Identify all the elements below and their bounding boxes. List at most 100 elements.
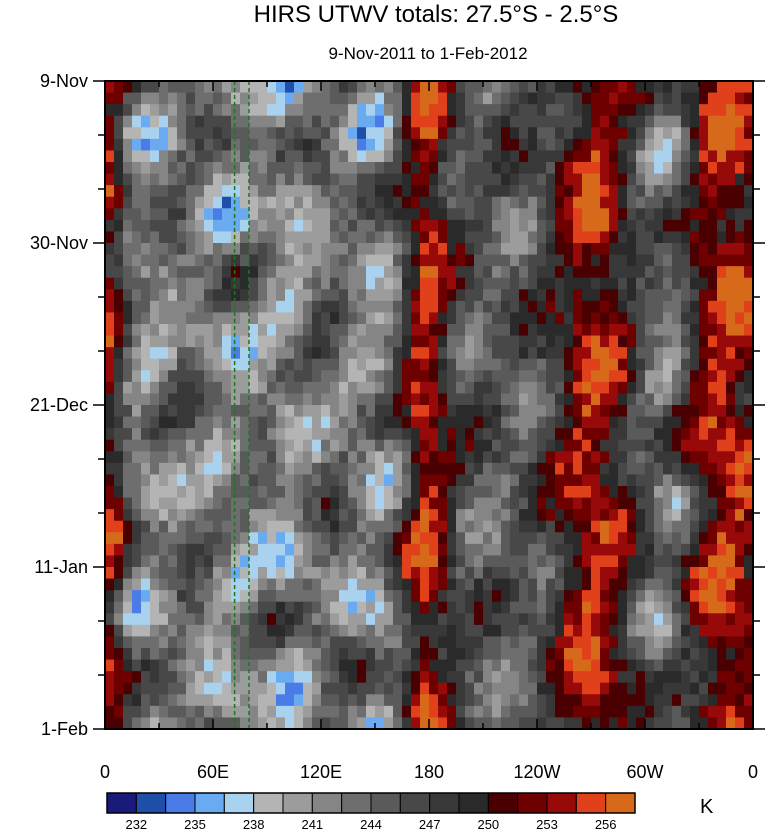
heat-cell xyxy=(249,509,259,522)
heat-cell xyxy=(564,543,574,557)
heat-cell xyxy=(465,451,475,464)
heat-cell xyxy=(429,717,439,729)
heat-cell xyxy=(708,451,718,464)
heat-cell xyxy=(681,567,691,580)
heat-cell xyxy=(609,324,619,337)
heat-cell xyxy=(447,474,457,487)
heat-cell xyxy=(321,405,331,418)
heat-cell xyxy=(699,243,709,256)
heat-cell xyxy=(546,277,556,290)
heat-cell xyxy=(474,92,484,105)
heat-cell xyxy=(132,509,142,522)
heat-cell xyxy=(420,335,430,348)
heat-cell xyxy=(276,243,286,256)
heat-cell xyxy=(204,567,214,580)
heat-cell xyxy=(222,636,232,649)
heat-cell xyxy=(213,659,223,672)
heat-cell xyxy=(186,509,196,522)
heat-cell xyxy=(303,173,313,186)
heat-cell xyxy=(204,138,214,152)
heat-cell xyxy=(681,694,691,707)
heat-cell xyxy=(141,682,151,695)
heat-cell xyxy=(159,335,169,348)
heat-cell xyxy=(438,555,448,568)
heat-cell xyxy=(141,590,151,603)
heat-cell xyxy=(654,196,664,209)
heat-cell xyxy=(105,428,115,441)
heat-cell xyxy=(276,567,286,580)
heat-cell xyxy=(555,613,565,626)
heat-cell xyxy=(186,277,196,290)
heat-cell xyxy=(699,300,709,314)
heat-cell xyxy=(438,636,448,649)
heat-cell xyxy=(357,567,367,580)
heat-cell xyxy=(303,578,313,591)
heat-cell xyxy=(366,324,376,337)
heat-cell xyxy=(735,358,745,371)
heat-cell xyxy=(591,497,601,510)
heat-cell xyxy=(384,208,394,221)
heat-cell xyxy=(519,671,529,684)
heat-cell xyxy=(393,636,403,649)
heat-cell xyxy=(168,451,178,464)
heat-cell xyxy=(348,543,358,557)
heat-cell xyxy=(681,173,691,186)
heat-cell xyxy=(492,208,502,221)
heat-cell xyxy=(186,173,196,186)
heat-cell xyxy=(528,717,538,729)
heat-cell xyxy=(258,532,268,545)
x-tick-label: 120W xyxy=(513,762,560,782)
heat-cell xyxy=(627,173,637,186)
heat-cell xyxy=(312,567,322,580)
heat-cell xyxy=(654,138,664,152)
heat-cell xyxy=(168,92,178,105)
heat-cell xyxy=(681,474,691,487)
heat-cell xyxy=(258,138,268,152)
heat-cell xyxy=(339,578,349,591)
heat-cell xyxy=(429,173,439,186)
heat-cell xyxy=(654,92,664,105)
heat-cell xyxy=(321,219,331,233)
heat-cell xyxy=(294,196,304,209)
heat-cell xyxy=(690,648,700,661)
heat-cell xyxy=(708,462,718,476)
heat-cell xyxy=(159,694,169,707)
heat-cell xyxy=(672,300,682,314)
heat-cell xyxy=(447,370,457,383)
heat-cell xyxy=(330,335,340,348)
heat-cell xyxy=(429,648,439,661)
heat-cell xyxy=(141,659,151,672)
heat-cell xyxy=(429,300,439,314)
heat-cell xyxy=(465,543,475,557)
heat-cell xyxy=(402,104,412,117)
heat-cell xyxy=(573,300,583,314)
heat-cell xyxy=(168,462,178,476)
colorbar-swatch xyxy=(487,792,519,814)
heat-cell xyxy=(510,694,520,707)
heat-cell xyxy=(321,532,331,545)
heat-cell xyxy=(222,439,232,452)
heat-cell xyxy=(510,300,520,314)
dashed-lines xyxy=(233,81,250,729)
heat-cell xyxy=(474,474,484,487)
heat-cell xyxy=(312,115,322,128)
heat-cell xyxy=(393,659,403,672)
heat-cell xyxy=(303,335,313,348)
heat-cell xyxy=(285,648,295,661)
heat-cell xyxy=(609,289,619,302)
heat-cell xyxy=(114,474,124,487)
heat-cell xyxy=(726,208,736,221)
heat-cell xyxy=(546,173,556,186)
heat-cell xyxy=(258,393,268,406)
heat-cell xyxy=(654,636,664,649)
heat-cell xyxy=(501,185,511,198)
heat-cell xyxy=(447,532,457,545)
heat-cell xyxy=(546,682,556,695)
heat-cell xyxy=(735,509,745,522)
heat-cell xyxy=(249,416,259,429)
heat-cell xyxy=(150,613,160,626)
heat-cell xyxy=(645,312,655,325)
heat-cell xyxy=(141,601,151,614)
heat-cell xyxy=(195,115,205,128)
